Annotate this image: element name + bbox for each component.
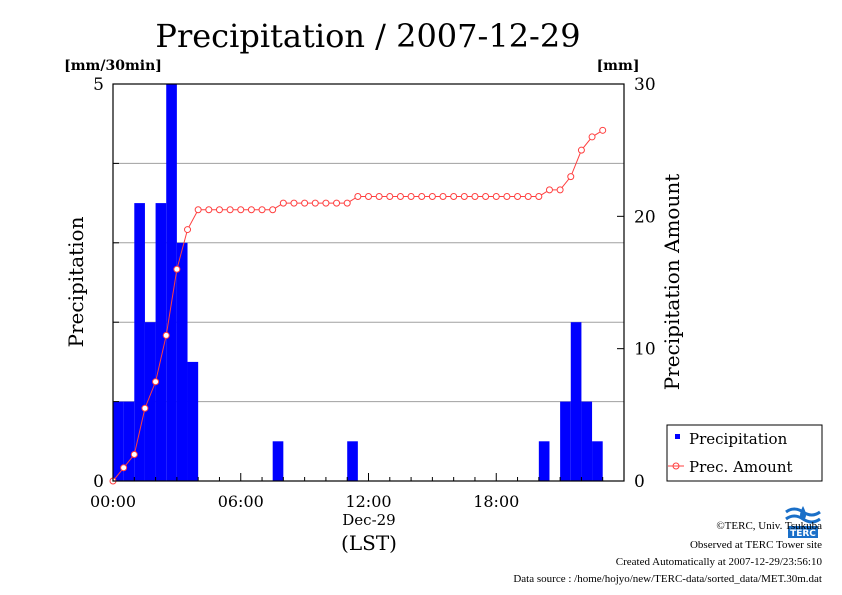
precipitation-bar xyxy=(570,322,582,481)
precipitation-bar xyxy=(123,401,135,481)
legend-bar-swatch xyxy=(675,434,680,439)
amount-point xyxy=(226,206,234,214)
precipitation-bar xyxy=(272,441,284,481)
amount-point xyxy=(386,192,394,200)
amount-point xyxy=(162,331,170,339)
amount-point xyxy=(120,464,128,472)
right-axis-title: Precipitation Amount xyxy=(660,174,684,391)
amount-point xyxy=(577,146,585,154)
amount-point xyxy=(258,206,266,214)
amount-point xyxy=(365,192,372,200)
amount-point xyxy=(130,451,138,459)
amount-point xyxy=(556,186,564,194)
legend: Precipitation Prec. Amount xyxy=(666,424,823,482)
amount-point xyxy=(567,173,575,181)
precipitation-bar xyxy=(581,401,593,481)
amount-point xyxy=(588,133,596,141)
amount-point xyxy=(396,192,404,200)
precipitation-bar xyxy=(144,322,156,481)
right-tick-label: 20 xyxy=(634,207,656,227)
precipitation-bar xyxy=(538,441,550,481)
amount-point xyxy=(428,192,436,200)
precipitation-bar xyxy=(134,203,145,481)
amount-point xyxy=(375,192,383,200)
amount-point xyxy=(418,192,426,200)
axes xyxy=(112,83,625,482)
legend-item-precipitation: Precipitation xyxy=(689,430,788,448)
grid xyxy=(113,162,624,403)
bar-series xyxy=(113,84,603,481)
legend-box xyxy=(666,424,823,482)
amount-point xyxy=(545,186,553,194)
x-tick-label: 06:00 xyxy=(218,492,264,511)
amount-point xyxy=(450,192,458,200)
precipitation-bar xyxy=(155,203,167,481)
amount-point xyxy=(503,192,511,200)
footer-copyright: ©TERC, Univ. Tsukuba xyxy=(716,520,822,532)
amount-point xyxy=(322,199,330,207)
amount-point xyxy=(301,199,309,207)
precipitation-bar xyxy=(166,84,177,481)
right-tick-label: 10 xyxy=(634,340,656,360)
precipitation-bar xyxy=(347,441,358,481)
left-axis-title: Precipitation xyxy=(64,216,88,347)
amount-point xyxy=(514,192,522,200)
amount-point xyxy=(460,192,468,200)
right-tick-label: 30 xyxy=(634,75,656,95)
precipitation-bar xyxy=(560,401,571,481)
amount-point xyxy=(599,126,607,134)
right-tick-label: 0 xyxy=(634,472,645,492)
x-tick-label: 18:00 xyxy=(473,492,519,511)
amount-point xyxy=(247,206,255,214)
amount-point xyxy=(343,199,351,207)
legend-item-prec-amount: Prec. Amount xyxy=(689,458,793,476)
amount-point xyxy=(471,192,479,200)
terc-logo: TERC xyxy=(784,502,822,540)
precipitation-bar xyxy=(176,242,188,481)
footer-source: Data source : /home/hojyo/new/TERC-data/… xyxy=(513,573,822,585)
left-tick-label: 5 xyxy=(93,75,104,95)
amount-point xyxy=(237,206,245,214)
amount-point xyxy=(524,192,532,200)
amount-point xyxy=(141,404,149,412)
precipitation-bar xyxy=(187,361,199,481)
amount-point xyxy=(194,206,202,214)
amount-point xyxy=(290,199,298,207)
amount-point xyxy=(535,192,543,200)
amount-point xyxy=(279,199,287,207)
amount-point xyxy=(173,265,181,273)
precipitation-bar xyxy=(592,441,603,481)
x-tick-label: 00:00 xyxy=(90,492,136,511)
left-unit-label: [mm/30min] xyxy=(64,58,162,74)
right-unit-label: [mm] xyxy=(597,58,640,74)
x-tick-label: 12:00 xyxy=(345,492,391,511)
amount-point xyxy=(152,378,160,386)
amount-point xyxy=(492,192,500,200)
amount-point xyxy=(333,199,341,207)
amount-point xyxy=(482,192,490,200)
amount-point xyxy=(407,192,415,200)
amount-point xyxy=(354,192,362,200)
amount-point xyxy=(269,206,277,214)
precipitation-bar xyxy=(113,401,124,481)
logo-text: TERC xyxy=(790,529,816,539)
x-date-label: Dec-29 xyxy=(342,511,395,529)
legend-line-marker xyxy=(672,462,680,470)
amount-point xyxy=(439,192,447,200)
footer-observed: Observed at TERC Tower site xyxy=(689,539,822,551)
left-tick-label: 0 xyxy=(93,472,104,492)
labels: Precipitation / 2007-12-29 [mm/30min] [m… xyxy=(64,17,684,555)
footer-created: Created Automatically at 2007-12-29/23:5… xyxy=(615,556,822,568)
amount-point xyxy=(205,206,213,214)
amount-point xyxy=(184,226,192,234)
chart-title: Precipitation / 2007-12-29 xyxy=(155,17,580,55)
x-tz-label: (LST) xyxy=(341,531,397,555)
amount-point xyxy=(215,206,223,214)
line-series xyxy=(109,126,607,485)
amount-point xyxy=(311,199,319,207)
